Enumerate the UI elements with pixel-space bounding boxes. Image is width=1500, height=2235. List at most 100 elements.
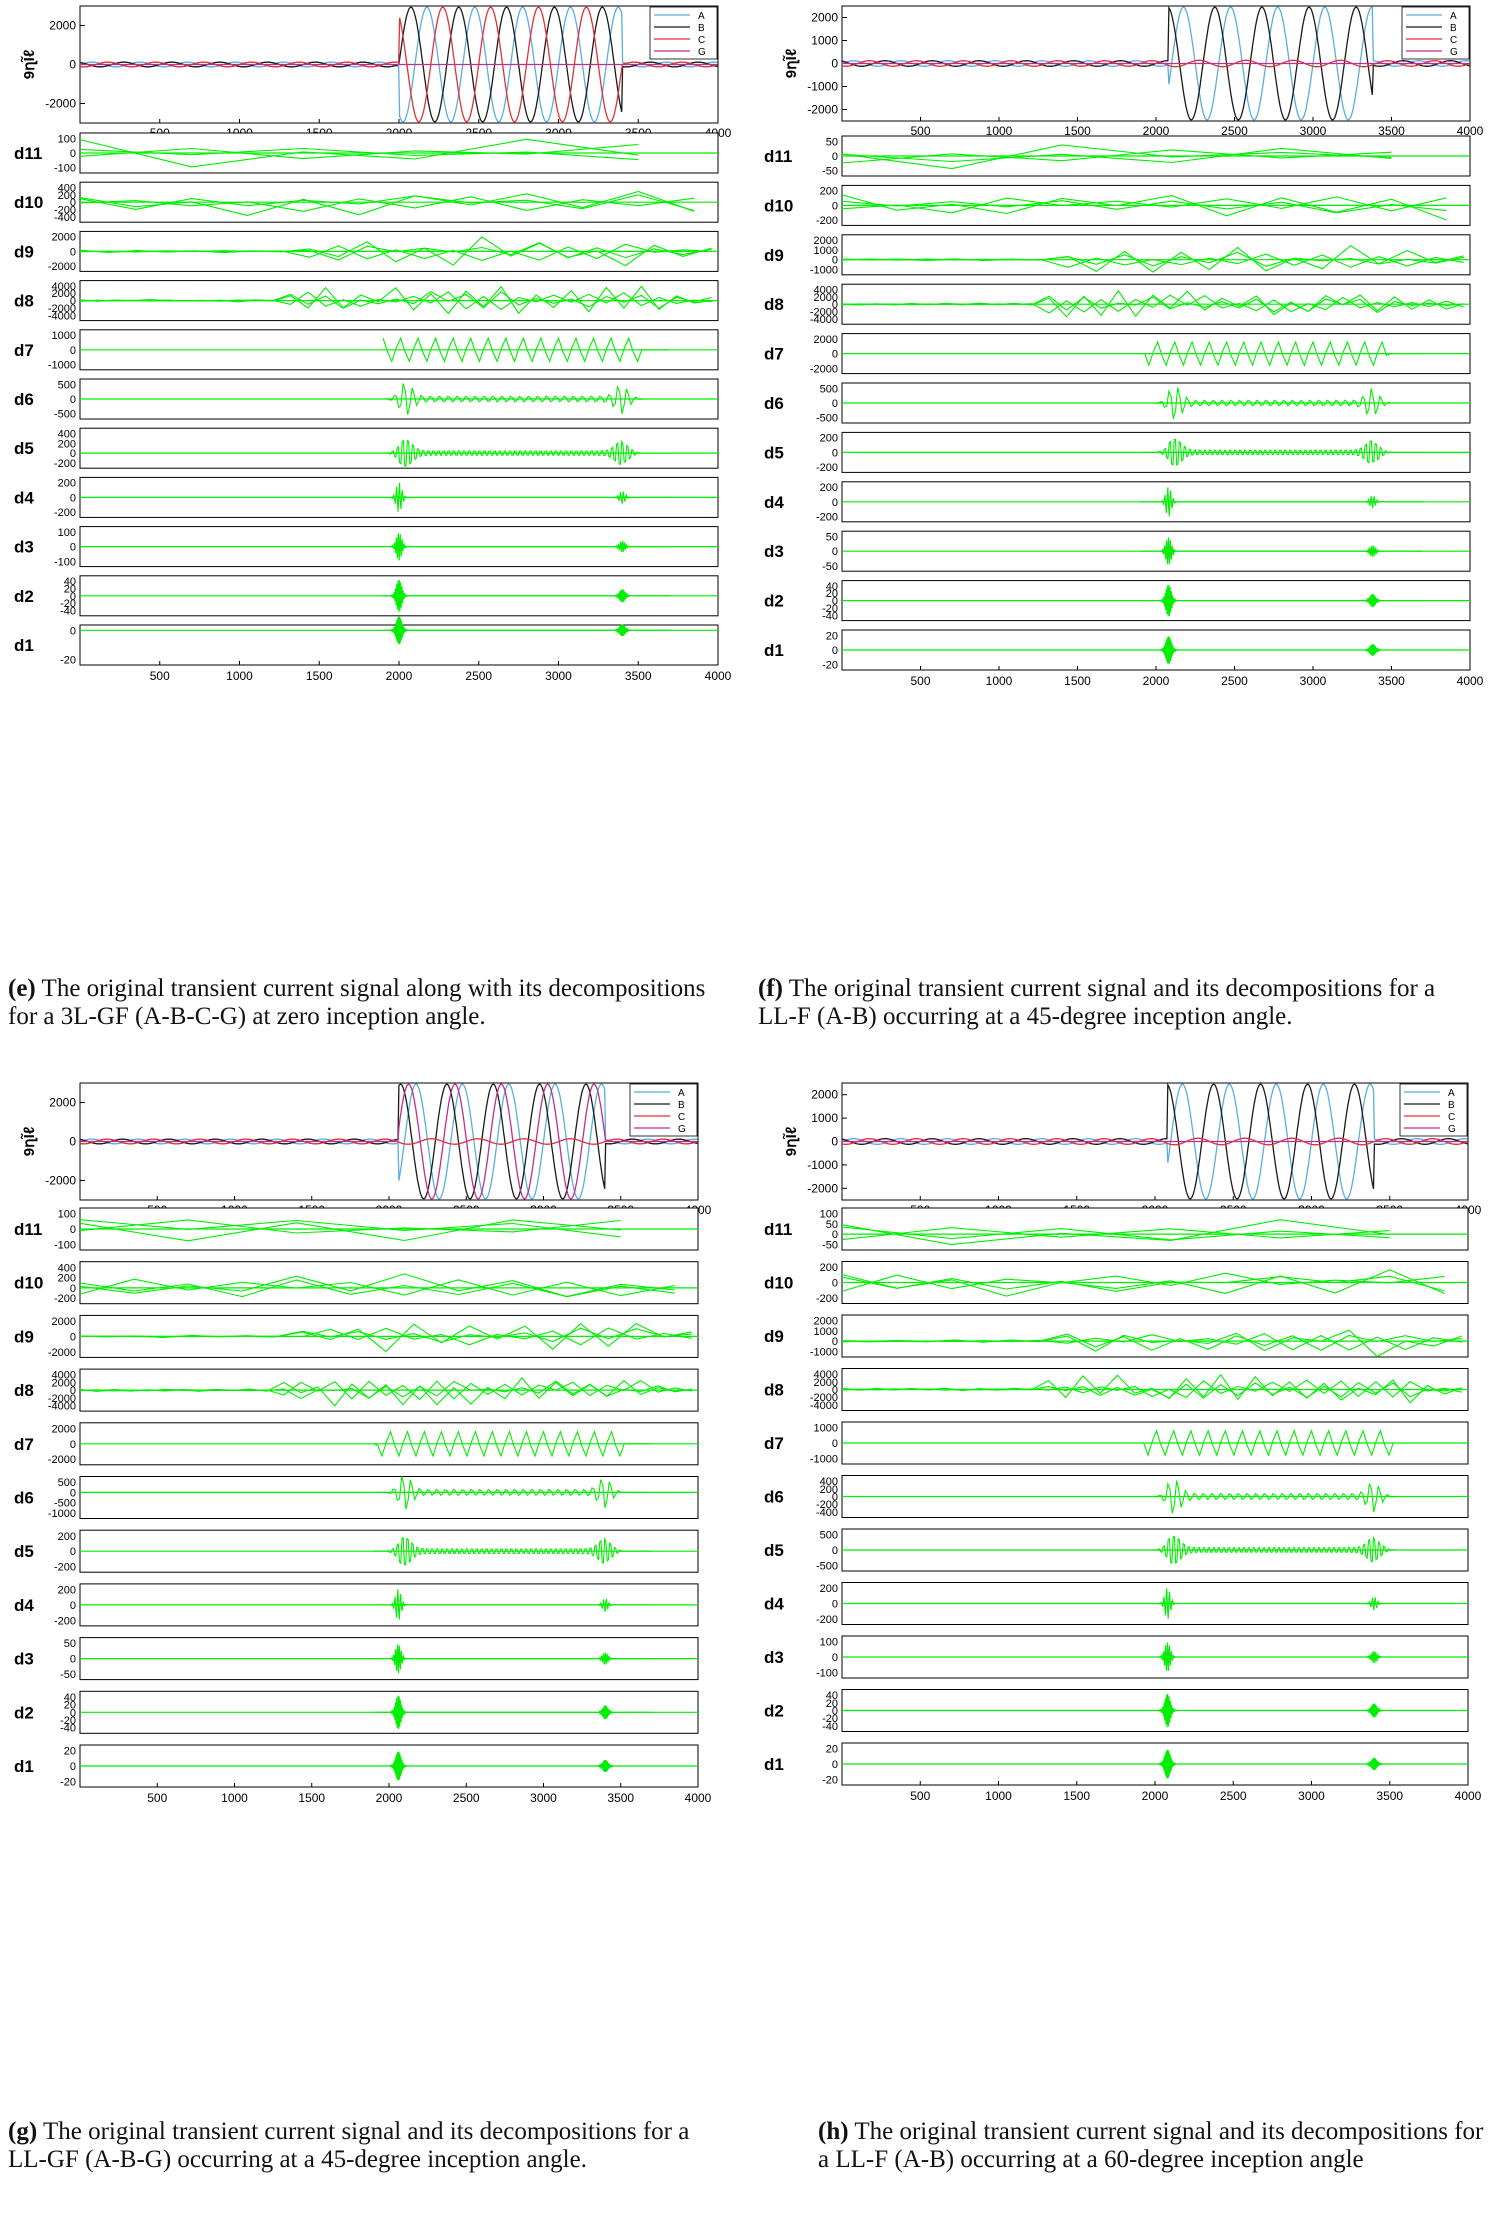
series-a-line	[79, 1083, 698, 1200]
legend-box	[649, 6, 718, 60]
detail-ytick-label: 2000	[52, 232, 76, 244]
main-ytick-label: 2000	[811, 1088, 838, 1102]
detail-ytick-label: -1000	[48, 360, 76, 372]
detail-xtick-label: 4000	[685, 1791, 712, 1805]
detail-label-d9: d9	[764, 1327, 784, 1346]
detail-ytick-label: -2000	[48, 303, 76, 315]
detail-ytick-label: 200	[820, 1583, 838, 1595]
detail-xtick-label: 3500	[1376, 1789, 1403, 1803]
detail-trace-d8	[79, 290, 712, 309]
detail-ytick-label: 2000	[814, 292, 838, 304]
detail-ytick-label: -1000	[810, 265, 838, 277]
detail-trace-d8	[841, 1379, 1462, 1399]
detail-ytick-label: 0	[832, 1438, 838, 1450]
detail-ytick-label: 200	[58, 1531, 76, 1543]
detail-ytick-label: 0	[70, 1487, 76, 1499]
detail-xtick-label: 2500	[465, 669, 492, 683]
detail-ytick-label: 0	[832, 255, 838, 267]
detail-ytick-label: 0	[70, 542, 76, 554]
detail-ytick-label: 200	[58, 190, 76, 202]
detail-trace-d5	[1139, 1535, 1422, 1564]
legend-label-a: A	[1448, 1088, 1455, 1099]
detail-ytick-label: 50	[826, 531, 838, 543]
detail-xtick-label: 1500	[306, 669, 333, 683]
detail-ytick-label: 400	[58, 428, 76, 440]
detail-label-d8: d8	[764, 1381, 784, 1400]
detail-label-d2: d2	[764, 1702, 784, 1721]
detail-ytick-label: 2000	[52, 1423, 76, 1435]
detail-label-d8: d8	[764, 295, 784, 314]
detail-ytick-label: 0	[832, 151, 838, 163]
detail-label-d10: d10	[14, 193, 43, 212]
detail-ytick-label: -1000	[48, 1508, 76, 1520]
detail-ytick-label: 1000	[52, 330, 76, 342]
detail-ytick-label: -2000	[810, 1392, 838, 1404]
detail-xtick-label: 1500	[1063, 1789, 1090, 1803]
main-ytick-label: 0	[831, 57, 838, 71]
detail-xtick-label: 4000	[1457, 674, 1484, 688]
detail-ytick-label: 400	[58, 182, 76, 194]
detail-ytick-label: -200	[816, 1499, 838, 1511]
detail-trace-d2	[373, 1695, 652, 1730]
main-ytick-label: 1000	[811, 1111, 838, 1125]
detail-trace-d3	[1139, 1642, 1422, 1671]
detail-ytick-label: 200	[820, 1484, 838, 1496]
detail-trace-d7	[382, 336, 669, 363]
detail-xtick-label: 1000	[221, 1791, 248, 1805]
detail-ytick-label: 4000	[52, 1370, 76, 1382]
detail-ytick-label: -2000	[48, 1454, 76, 1466]
detail-ytick-label: 100	[820, 1209, 838, 1221]
detail-ytick-label: 40	[64, 1692, 76, 1704]
detail-ytick-label: -50	[822, 166, 838, 178]
detail-ytick-label: -400	[816, 1507, 838, 1519]
detail-ytick-label: 500	[820, 383, 838, 395]
detail-trace-d2	[1139, 1693, 1422, 1728]
legend-label-g: G	[1450, 47, 1458, 58]
detail-ytick-label: -20	[822, 660, 838, 672]
detail-trace-d6	[1140, 387, 1422, 420]
detail-xtick-label: 2000	[376, 1791, 403, 1805]
detail-label-d5: d5	[764, 443, 784, 462]
detail-ytick-label: 0	[832, 645, 838, 657]
detail-ytick-label: 0	[70, 1654, 76, 1666]
detail-ytick-label: 0	[832, 546, 838, 558]
detail-label-d9: d9	[14, 1327, 34, 1346]
detail-ytick-label: 100	[58, 133, 76, 145]
detail-ytick-label: -200	[54, 1293, 76, 1305]
detail-xtick-label: 1500	[1064, 674, 1091, 688]
detail-label-d9: d9	[764, 246, 784, 265]
legend-label-c: C	[1448, 1112, 1455, 1123]
detail-ytick-label: -20	[60, 1715, 76, 1727]
main-ytick-label: 0	[69, 58, 76, 72]
detail-label-d6: d6	[764, 1488, 784, 1507]
detail-ytick-label: 200	[58, 1273, 76, 1285]
detail-ytick-label: -20	[60, 655, 76, 667]
detail-ytick-label: 40	[826, 1690, 838, 1702]
figure-e: 20000-2000500100015002000250030003500400…	[14, 5, 732, 683]
detail-trace-d10	[841, 1269, 1445, 1297]
series-c-line	[841, 59, 1470, 68]
detail-trace-d11	[79, 1219, 621, 1242]
detail-label-d5: d5	[14, 439, 34, 458]
detail-ytick-label: 4000	[52, 281, 76, 293]
detail-frame-d11	[841, 1207, 1469, 1251]
detail-trace-d4	[373, 1589, 652, 1620]
detail-ytick-label: 20	[826, 630, 838, 642]
detail-ytick-label: 2000	[814, 334, 838, 346]
detail-ytick-label: -40	[60, 1723, 76, 1735]
detail-xtick-label: 2500	[1220, 1789, 1247, 1803]
detail-trace-d11	[841, 149, 1392, 164]
detail-label-d2: d2	[14, 587, 34, 606]
detail-trace-d8	[841, 1373, 1462, 1404]
detail-ytick-label: -4000	[48, 310, 76, 322]
detail-label-d10: d10	[14, 1274, 43, 1293]
detail-ytick-label: 20	[64, 1746, 76, 1758]
detail-xtick-label: 500	[910, 674, 930, 688]
detail-ytick-label: 0	[70, 1283, 76, 1295]
detail-label-d7: d7	[14, 1435, 34, 1454]
main-ylabel: 9ղĨℓ	[782, 49, 800, 78]
detail-ytick-label: -200	[816, 1293, 838, 1305]
legend-label-c: C	[1450, 35, 1457, 46]
caption-f: (f) The original transient current signa…	[758, 975, 1436, 1030]
detail-ytick-label: 500	[58, 379, 76, 391]
